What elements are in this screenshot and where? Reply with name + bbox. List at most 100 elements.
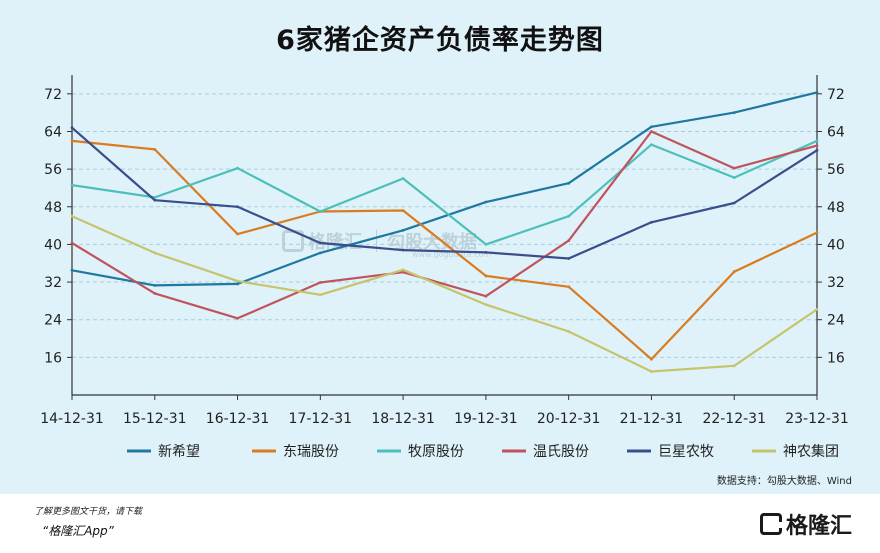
footer-download-hint: 了解更多图文干货，请下载: [34, 507, 143, 517]
data-point: [732, 176, 736, 179]
data-point: [153, 147, 157, 151]
series-line-5: [71, 215, 818, 373]
data-point: [567, 285, 571, 289]
y-tick-label-left: 40: [44, 237, 62, 253]
data-point: [732, 201, 736, 205]
data-point: [650, 357, 653, 361]
y-tick-label-left: 16: [44, 350, 62, 366]
data-point: [236, 282, 239, 286]
data-point: [236, 316, 239, 320]
x-tick-label: 21-12-31: [620, 411, 684, 427]
chart-title: 6家猪企资产负债率走势图: [276, 25, 604, 56]
data-point: [401, 177, 405, 180]
legend-label: 新希望: [158, 444, 200, 460]
watermark-text-data: 勾股大数据: [387, 232, 477, 253]
y-tick-label-right: 32: [827, 275, 845, 291]
data-point: [732, 111, 736, 115]
data-point: [484, 303, 488, 307]
data-point: [567, 239, 571, 243]
data-point: [318, 210, 322, 213]
data-point: [732, 364, 736, 368]
data-point: [815, 148, 819, 152]
data-point: [484, 294, 488, 298]
x-tick-label: 20-12-31: [537, 411, 601, 427]
data-point: [318, 281, 322, 284]
data-point: [70, 183, 74, 187]
data-point: [318, 251, 322, 255]
data-point: [153, 283, 157, 287]
x-tick-label: 19-12-31: [454, 411, 518, 427]
data-point: [153, 251, 157, 255]
y-tick-label-left: 72: [44, 87, 62, 103]
y-tick-label-left: 56: [44, 162, 62, 178]
y-tick-label-right: 40: [827, 237, 845, 253]
x-tick-label: 22-12-31: [702, 411, 766, 427]
watermark-separator: [376, 230, 377, 252]
data-point: [815, 231, 819, 235]
series-line-4: [71, 126, 818, 260]
legend-label: 温氏股份: [533, 444, 589, 460]
data-point: [732, 270, 736, 274]
series-line-1: [71, 139, 818, 361]
y-tick-label-right: 16: [827, 350, 845, 366]
y-tick-label-right: 64: [827, 124, 845, 140]
data-point: [153, 195, 157, 199]
line-chart: 16 16 24 24 32 32 40 40 48 48 56 56 64 64 72 72 14-12-31…: [40, 75, 849, 460]
y-tick-label-left: 24: [44, 313, 62, 329]
x-tick-label: 16-12-31: [206, 411, 270, 427]
data-point: [815, 91, 819, 94]
data-point: [650, 220, 653, 224]
data-point: [70, 241, 74, 245]
data-point: [567, 181, 571, 185]
series-line-3: [71, 130, 818, 320]
data-point: [815, 144, 819, 147]
x-tick-label: 15-12-31: [123, 411, 187, 427]
source-note: 数据支持：勾股大数据、Wind: [716, 476, 852, 487]
data-point: [650, 130, 653, 133]
y-tick-label-right: 24: [827, 313, 845, 329]
data-point: [70, 126, 74, 130]
watermark-text-brand: 格隆汇: [308, 232, 362, 253]
data-point: [236, 205, 239, 209]
data-point: [484, 251, 488, 254]
legend-label: 神农集团: [783, 443, 839, 460]
data-point: [236, 232, 239, 236]
footer-app-name: “格隆汇App”: [42, 524, 114, 538]
data-point: [732, 166, 736, 170]
y-tick-label-right: 48: [827, 200, 845, 216]
data-point: [236, 166, 239, 170]
x-tick-label: 23-12-31: [785, 411, 849, 427]
x-tick-label: 18-12-31: [371, 411, 435, 427]
data-point: [70, 214, 74, 218]
data-point: [401, 268, 405, 272]
brand-logo-icon: [759, 513, 782, 535]
data-point: [401, 209, 405, 212]
data-point: [318, 241, 322, 245]
data-point: [650, 143, 653, 147]
data-point: [815, 139, 819, 143]
data-point: [567, 257, 571, 260]
data-point: [153, 291, 157, 295]
data-point: [567, 214, 571, 218]
data-point: [401, 248, 405, 252]
data-point: [401, 228, 405, 232]
y-tick-label-right: 56: [827, 162, 845, 178]
legend-label: 牧原股份: [408, 444, 464, 460]
data-point: [567, 330, 571, 333]
data-point: [650, 370, 653, 373]
data-point: [70, 268, 74, 272]
data-point: [70, 139, 74, 143]
data-point: [236, 279, 239, 283]
data-point: [318, 293, 322, 297]
x-tick-label: 14-12-31: [40, 411, 104, 427]
data-point: [153, 198, 157, 202]
legend-label: 巨星农牧: [658, 444, 714, 460]
footer-banner: 了解更多图文干货，请下载 “格隆汇App” 格隆汇: [0, 494, 880, 553]
watermark: 格隆汇 勾股大数据 www.gogudata.com: [282, 228, 491, 259]
x-tick-label: 17-12-31: [289, 411, 353, 427]
y-tick-label-right: 72: [827, 87, 845, 103]
legend-label: 东瑞股份: [283, 444, 339, 460]
data-point: [484, 200, 488, 204]
data-point: [815, 307, 819, 311]
